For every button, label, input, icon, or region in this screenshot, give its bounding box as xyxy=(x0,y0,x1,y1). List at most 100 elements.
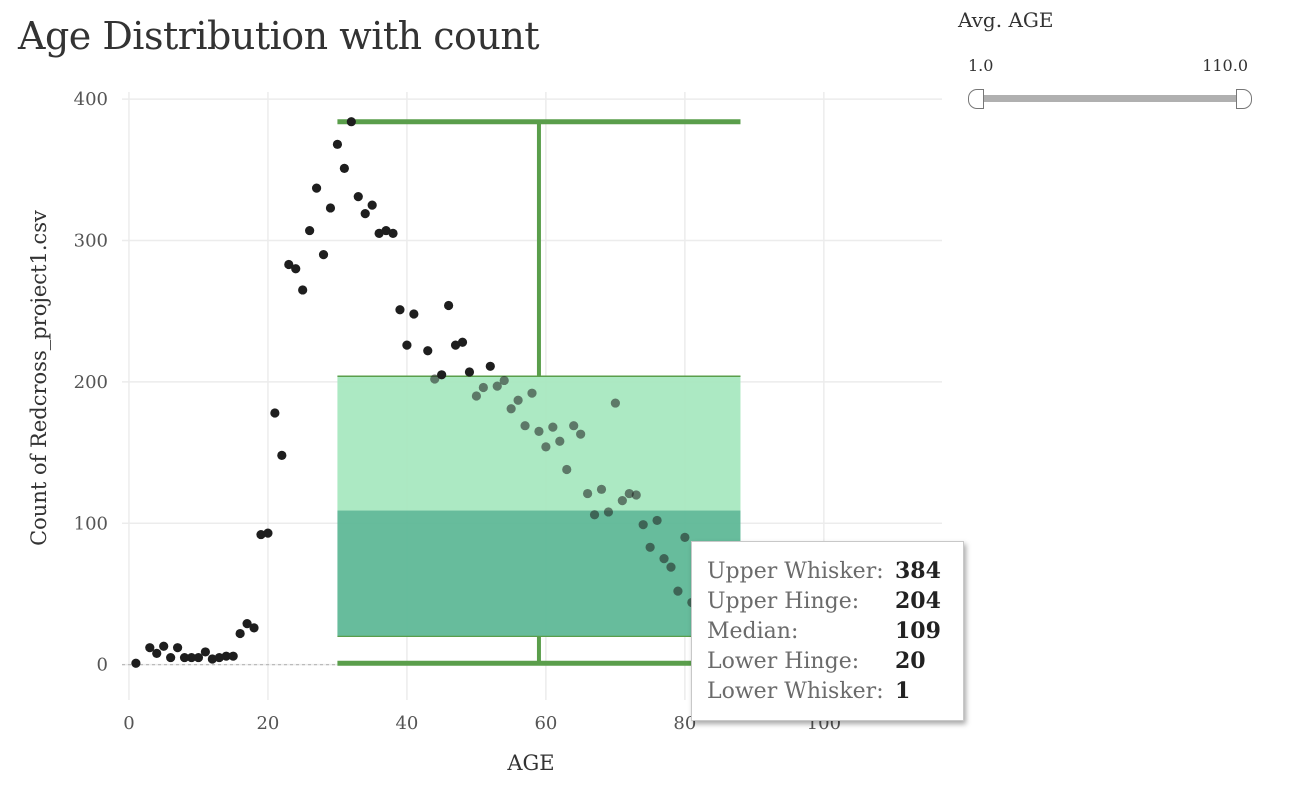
data-point xyxy=(381,225,391,236)
data-point xyxy=(374,228,384,238)
data-point xyxy=(576,429,586,439)
data-point xyxy=(263,528,273,538)
tooltip-row: Upper Hinge: 204 xyxy=(707,586,963,616)
data-point xyxy=(214,652,224,663)
data-point xyxy=(666,562,676,572)
data-point xyxy=(249,623,259,633)
data-point xyxy=(311,183,322,193)
data-point xyxy=(638,520,648,530)
data-point xyxy=(673,586,683,596)
filter-max-label: 110.0 xyxy=(1202,56,1248,75)
y-tick-label: 200 xyxy=(74,372,108,393)
data-point xyxy=(513,395,523,405)
scatter-points xyxy=(131,117,697,668)
data-point xyxy=(562,464,572,475)
data-point xyxy=(457,337,468,347)
data-point xyxy=(298,285,308,295)
tooltip-row: Lower Hinge: 20 xyxy=(707,646,963,676)
data-point xyxy=(200,647,210,657)
data-point xyxy=(402,340,412,350)
tooltip-value: 109 xyxy=(895,618,941,644)
data-point xyxy=(339,163,349,173)
data-point xyxy=(395,305,405,315)
data-point xyxy=(492,381,502,391)
slider-track[interactable] xyxy=(976,95,1244,102)
y-tick-label: 0 xyxy=(97,655,108,676)
data-point xyxy=(172,643,183,653)
y-axis-label: Count of Redcross_project1.csv xyxy=(27,210,51,546)
data-point xyxy=(541,442,551,452)
data-point xyxy=(256,529,266,540)
filter-range-labels: 1.0 110.0 xyxy=(958,46,1258,76)
data-point xyxy=(193,652,204,663)
box-upper xyxy=(337,376,741,511)
data-point xyxy=(506,404,516,414)
data-point xyxy=(270,408,280,418)
data-point xyxy=(520,421,530,431)
data-point xyxy=(166,652,176,663)
x-tick-label: 20 xyxy=(256,713,279,734)
slider-max-handle[interactable] xyxy=(1236,89,1252,109)
data-point xyxy=(291,264,301,274)
data-point xyxy=(207,654,217,664)
data-point xyxy=(186,652,197,663)
data-point xyxy=(464,367,475,377)
data-point xyxy=(645,542,655,552)
x-tick-label: 80 xyxy=(673,713,696,734)
data-point xyxy=(318,250,329,260)
data-point xyxy=(228,651,238,661)
data-point xyxy=(499,375,509,386)
data-point xyxy=(659,554,669,564)
tooltip-value: 20 xyxy=(895,648,926,674)
data-point xyxy=(284,259,294,270)
data-point xyxy=(582,488,593,499)
tooltip-row: Median: 109 xyxy=(707,616,963,646)
tooltip-label: Median: xyxy=(707,618,799,644)
data-point xyxy=(555,436,565,446)
y-tick-label: 100 xyxy=(74,513,108,534)
data-point xyxy=(444,300,454,311)
data-point xyxy=(471,391,482,401)
filter-min-label: 1.0 xyxy=(968,56,994,75)
data-point xyxy=(450,340,461,350)
y-tick-label: 400 xyxy=(74,89,108,110)
data-point xyxy=(131,658,141,668)
data-point xyxy=(534,426,544,436)
data-point xyxy=(221,651,231,661)
data-point xyxy=(589,510,600,520)
data-point xyxy=(603,507,614,517)
data-point xyxy=(652,515,662,526)
data-point xyxy=(242,619,252,629)
x-tick-label: 0 xyxy=(123,713,134,734)
chart-title: Age Distribution with count xyxy=(18,14,540,58)
tooltip-value: 1 xyxy=(895,678,911,704)
data-point xyxy=(624,488,634,499)
data-point xyxy=(430,374,440,384)
data-point xyxy=(437,370,447,380)
tooltip-label: Lower Hinge: xyxy=(707,648,860,674)
tooltip-value: 384 xyxy=(895,558,941,584)
data-point xyxy=(610,398,620,408)
tooltip-value: 204 xyxy=(895,588,941,614)
data-point xyxy=(346,117,356,127)
tooltip-label: Upper Hinge: xyxy=(707,588,860,614)
data-point xyxy=(485,361,495,371)
data-point xyxy=(179,652,190,663)
tooltip-label: Upper Whisker: xyxy=(707,558,884,584)
slider-min-handle[interactable] xyxy=(968,89,984,109)
data-point xyxy=(367,200,377,210)
data-point xyxy=(235,628,245,639)
y-tick-label: 300 xyxy=(74,230,108,251)
data-point xyxy=(152,648,162,658)
data-point xyxy=(305,225,315,236)
data-point xyxy=(527,388,537,398)
boxplot-tooltip: Upper Whisker: 384 Upper Hinge: 204 Medi… xyxy=(691,541,964,721)
age-filter[interactable]: Avg. AGE 1.0 110.0 xyxy=(958,8,1258,76)
data-point xyxy=(478,382,488,393)
data-point xyxy=(569,421,579,431)
x-tick-label: 60 xyxy=(534,713,557,734)
data-point xyxy=(423,346,433,356)
data-point xyxy=(409,309,419,319)
